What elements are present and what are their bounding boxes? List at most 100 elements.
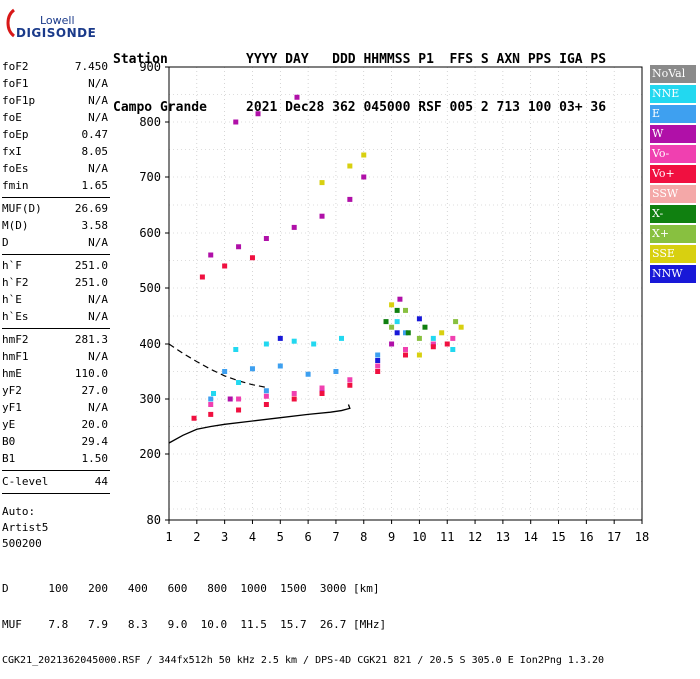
param-key: h`F bbox=[2, 259, 22, 272]
param-row: M(D) 3.58 bbox=[2, 217, 110, 234]
echo-point bbox=[191, 415, 197, 421]
x-tick-label: 3 bbox=[221, 530, 228, 544]
echo-point bbox=[277, 363, 283, 369]
param-row: h`Es N/A bbox=[2, 308, 110, 325]
echo-point bbox=[319, 391, 325, 396]
x-tick-label: 14 bbox=[523, 530, 537, 544]
x-tick-label: 15 bbox=[551, 530, 565, 544]
param-row: yF1 N/A bbox=[2, 399, 110, 416]
y-tick-label: 300 bbox=[139, 392, 161, 406]
x-tick-label: 6 bbox=[305, 530, 312, 544]
param-group-muf: MUF(D) 26.69 M(D) 3.58 D N/A bbox=[2, 200, 110, 251]
legend-item-vo: Vo- bbox=[650, 145, 696, 163]
param-row: hmE 110.0 bbox=[2, 365, 110, 382]
param-row: hmF1 N/A bbox=[2, 348, 110, 365]
param-row: hmF2 281.3 bbox=[2, 331, 110, 348]
echo-point bbox=[375, 352, 381, 358]
echo-point bbox=[233, 347, 239, 352]
param-key: foEp bbox=[2, 128, 29, 141]
echo-point bbox=[208, 411, 214, 417]
param-key: B1 bbox=[2, 452, 16, 465]
echo-point bbox=[394, 307, 400, 313]
param-key: fmin bbox=[2, 179, 29, 192]
param-value: 7.450 bbox=[74, 60, 108, 73]
echo-point bbox=[208, 396, 214, 402]
echo-point bbox=[339, 335, 345, 341]
echo-point bbox=[430, 341, 436, 347]
echo-point bbox=[249, 255, 255, 261]
series-nne bbox=[211, 319, 456, 396]
echo-point bbox=[361, 152, 367, 158]
series-w bbox=[208, 94, 403, 402]
x-tick-label: 7 bbox=[332, 530, 339, 544]
param-row: D N/A bbox=[2, 234, 110, 251]
param-value: N/A bbox=[88, 401, 108, 414]
logo-text-lowell: Lowell bbox=[40, 14, 75, 27]
param-key: hmF2 bbox=[2, 333, 29, 346]
param-row: foF1p N/A bbox=[2, 92, 110, 109]
echo-point bbox=[263, 393, 269, 399]
header-row-values: Campo Grande 2021 Dec28 362 045000 RSF 0… bbox=[113, 100, 607, 115]
echo-point bbox=[263, 236, 269, 241]
param-value: 281.3 bbox=[74, 333, 108, 346]
x-tick-label: 11 bbox=[440, 530, 454, 544]
param-row: foE N/A bbox=[2, 109, 110, 126]
divider bbox=[2, 254, 110, 255]
param-value: 44 bbox=[94, 475, 108, 488]
param-row: fmin 1.65 bbox=[2, 177, 110, 194]
echo-point bbox=[416, 316, 422, 322]
series-nnw bbox=[277, 316, 422, 363]
echo-point bbox=[319, 388, 325, 394]
x-tick-label: 12 bbox=[468, 530, 482, 544]
legend-item-ssw: SSW bbox=[650, 185, 696, 203]
x-tick-label: 4 bbox=[249, 530, 256, 544]
x-tick-label: 18 bbox=[635, 530, 649, 544]
echo-point bbox=[403, 352, 408, 358]
param-key: hmE bbox=[2, 367, 22, 380]
y-tick-label: 600 bbox=[139, 226, 161, 240]
echo-point bbox=[319, 385, 325, 391]
digisonde-logo: Lowell DIGISONDE bbox=[4, 6, 104, 42]
legend-item-e: E bbox=[650, 105, 696, 123]
station-header: Station YYYY DAY DDD HHMMSS P1 FFS S AXN… bbox=[113, 20, 606, 132]
y-tick-label: 700 bbox=[139, 170, 161, 184]
echo-point bbox=[394, 319, 400, 325]
series-x bbox=[383, 307, 428, 336]
chart-ticks: 1 2 3 4 5 6 7 8 9 10 11 12 13 14 15 16 17 188020030040050… bbox=[139, 60, 649, 544]
parameter-panel: foF2 7.450 foF1 N/A foF1p N/A foE N/A foEp 0.47 fx… bbox=[2, 58, 110, 552]
param-value: 1.50 bbox=[81, 452, 109, 465]
chart-points bbox=[191, 94, 464, 421]
param-row: yF2 27.0 bbox=[2, 382, 110, 399]
param-value: N/A bbox=[88, 162, 108, 175]
legend-item-sse: SSE bbox=[650, 245, 696, 263]
echo-point bbox=[249, 366, 255, 372]
echo-point bbox=[208, 402, 214, 407]
y-tick-label: 80 bbox=[147, 513, 161, 527]
echo-point bbox=[236, 407, 242, 413]
echo-point bbox=[389, 341, 395, 347]
divider bbox=[2, 470, 110, 471]
x-tick-label: 17 bbox=[607, 530, 621, 544]
param-value: N/A bbox=[88, 236, 108, 249]
x-tick-label: 2 bbox=[193, 530, 200, 544]
param-value: 3.58 bbox=[81, 219, 109, 232]
footer-panel: D 100 200 400 600 800 1000 1500 3000 [km… bbox=[2, 559, 604, 679]
param-value: 29.4 bbox=[81, 435, 109, 448]
echo-point bbox=[291, 391, 297, 396]
echo-point bbox=[263, 402, 269, 407]
param-key: yF1 bbox=[2, 401, 22, 414]
chart-grid bbox=[168, 66, 643, 520]
param-row: foF2 7.450 bbox=[2, 58, 110, 75]
param-row: B1 1.50 bbox=[2, 450, 110, 467]
divider bbox=[2, 493, 110, 494]
ionogram-chart: 1 2 3 4 5 6 7 8 9 10 11 12 13 14 15 16 17 188020030040050… bbox=[139, 60, 649, 544]
echo-point bbox=[222, 369, 228, 374]
param-key: yE bbox=[2, 418, 16, 431]
echo-point bbox=[375, 363, 381, 369]
echo-point bbox=[405, 330, 411, 336]
param-value: 8.05 bbox=[81, 145, 109, 158]
param-value: N/A bbox=[88, 350, 108, 363]
logo-text-digisonde: DIGISONDE bbox=[16, 26, 97, 40]
echo-point bbox=[236, 380, 242, 385]
legend-item-vo: Vo+ bbox=[650, 165, 696, 183]
